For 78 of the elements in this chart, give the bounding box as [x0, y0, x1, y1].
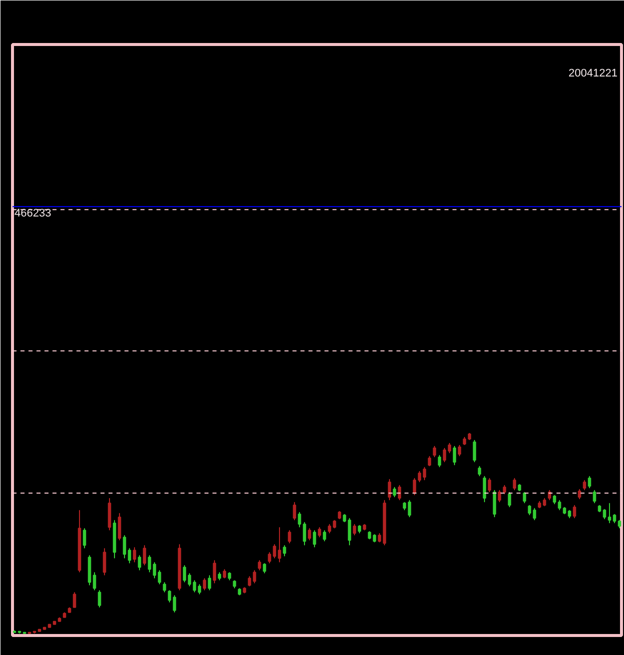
- candlestick: [292, 502, 296, 521]
- candlestick: [288, 530, 292, 544]
- candlestick: [532, 508, 536, 521]
- candlestick: [282, 544, 286, 557]
- candlestick: [582, 480, 586, 491]
- candlestick: [602, 508, 606, 520]
- candlestick: [222, 568, 226, 579]
- candlestick: [498, 490, 502, 503]
- text: 466233: [14, 208, 52, 220]
- candlestick: [378, 532, 382, 543]
- candlestick: [392, 486, 396, 498]
- candlestick: [442, 448, 446, 463]
- candlestick: [478, 466, 482, 477]
- candlestick: [348, 518, 352, 546]
- candlestick: [212, 560, 216, 584]
- candlestick: [552, 494, 556, 505]
- candlestick: [152, 562, 156, 579]
- candlestick: [128, 548, 132, 564]
- candlestick: [188, 572, 192, 587]
- candlestick: [258, 560, 262, 571]
- candlestick: [458, 444, 462, 457]
- candlestick: [512, 478, 516, 491]
- candlestick: [438, 454, 442, 468]
- candlestick: [252, 570, 256, 584]
- candlestick: [158, 570, 162, 585]
- candlestick: [72, 592, 76, 608]
- candlestick: [132, 546, 136, 563]
- candlestick: [262, 562, 266, 574]
- candlestick: [172, 594, 176, 613]
- candlestick: [168, 590, 172, 603]
- candlestick: [312, 530, 316, 548]
- candlestick: [408, 500, 412, 518]
- candlestick: [472, 440, 476, 463]
- candlestick: [608, 502, 612, 524]
- candlestick: [268, 552, 272, 564]
- text: 20041221: [568, 68, 618, 80]
- candlestick: [452, 446, 456, 466]
- candlestick: [432, 446, 436, 458]
- candlestick: [272, 544, 276, 559]
- candlestick: [328, 524, 332, 534]
- candlestick: [322, 530, 326, 542]
- candlestick: [572, 504, 576, 519]
- candlestick: [422, 466, 426, 481]
- candlestick: [98, 590, 102, 608]
- candlestick: [428, 456, 432, 467]
- candlestick: [352, 524, 356, 536]
- candlestick: [298, 512, 302, 528]
- candlestick: [612, 514, 616, 524]
- candlestick: [102, 548, 106, 576]
- candlestick: [588, 476, 592, 489]
- candlestick: [448, 442, 452, 454]
- candlestick: [118, 512, 122, 541]
- candlestick: [208, 574, 212, 591]
- candlestick: [418, 470, 422, 483]
- candlestick: [148, 554, 152, 573]
- candlestick: [92, 572, 96, 591]
- candlestick: [162, 582, 166, 593]
- candlestick: [308, 528, 312, 541]
- candlestick: [592, 490, 596, 504]
- candlestick: [578, 488, 582, 500]
- candlestick: [122, 534, 126, 559]
- candlestick: [278, 526, 282, 563]
- candlestick: [198, 584, 202, 595]
- candlestick: [192, 580, 196, 593]
- candlestick: [482, 476, 486, 503]
- candlestick: [182, 564, 186, 583]
- candlestick: [82, 528, 86, 549]
- candlestick: [318, 526, 322, 538]
- candlestick: [248, 576, 252, 587]
- candlestick: [488, 478, 492, 493]
- candlestick: [528, 504, 532, 516]
- candlestick: [508, 492, 512, 508]
- candlestick: [502, 484, 506, 495]
- candlestick: [138, 554, 142, 571]
- candlestick: [202, 578, 206, 591]
- candlestick: [142, 544, 146, 566]
- candlestick: [558, 500, 562, 511]
- candlestick: [302, 522, 306, 546]
